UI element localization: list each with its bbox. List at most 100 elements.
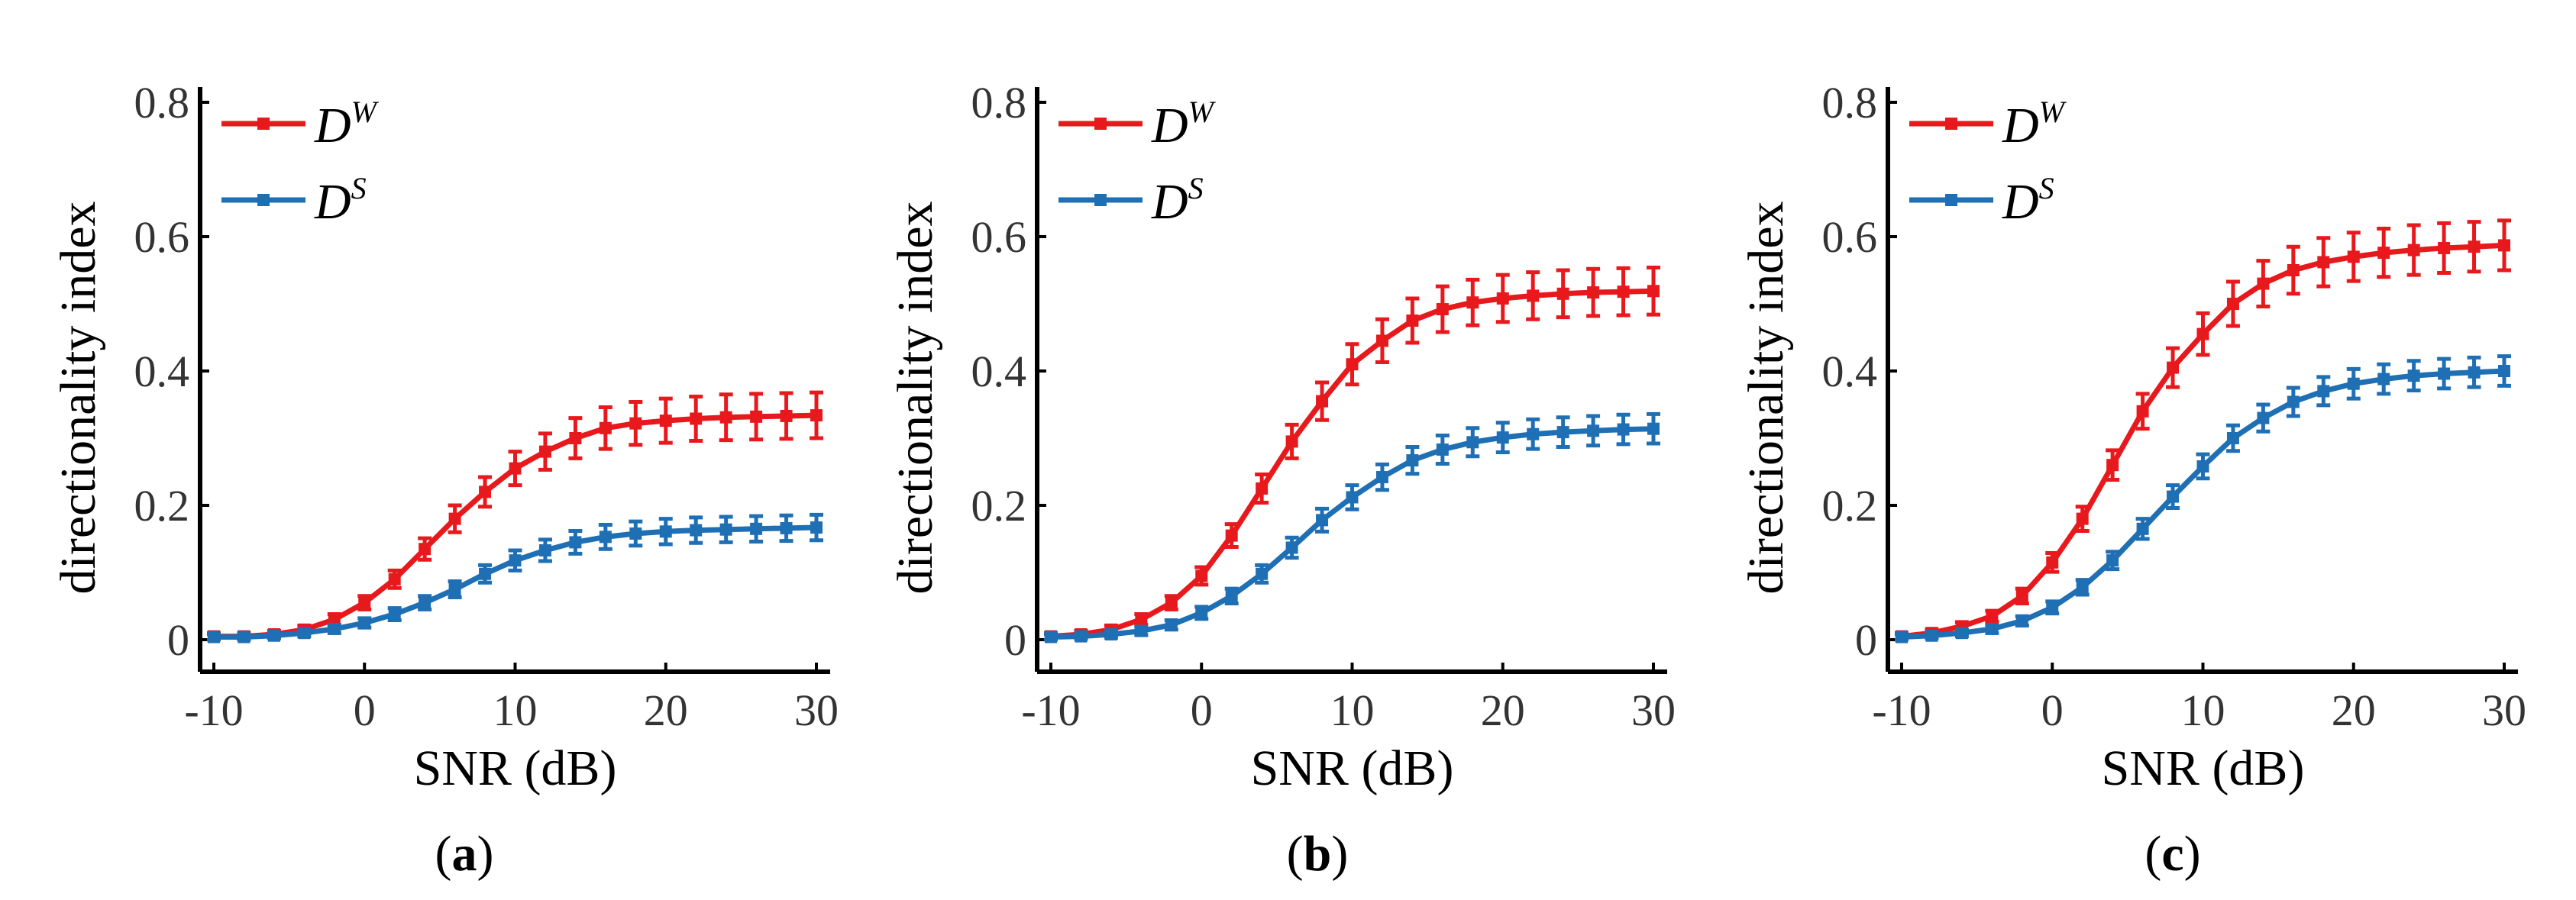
data-point bbox=[629, 527, 642, 540]
data-point bbox=[1587, 286, 1600, 299]
series-w bbox=[1895, 218, 2511, 643]
data-point bbox=[750, 522, 763, 535]
data-point bbox=[2468, 366, 2481, 379]
data-point bbox=[690, 412, 703, 425]
y-axis-title: directionality index bbox=[50, 201, 106, 594]
data-point bbox=[509, 462, 522, 475]
data-point bbox=[1955, 627, 1968, 640]
data-point bbox=[1617, 285, 1630, 298]
legend-label: DS bbox=[314, 171, 367, 230]
legend-swatch-marker bbox=[1945, 118, 1957, 130]
data-point bbox=[1165, 596, 1178, 609]
y-tick-label: 0.4 bbox=[134, 347, 190, 396]
data-point bbox=[2226, 432, 2239, 444]
x-tick-label: 20 bbox=[644, 685, 688, 735]
data-point bbox=[2287, 395, 2300, 408]
data-point bbox=[750, 410, 763, 423]
data-point bbox=[1346, 491, 1359, 504]
y-tick-label: 0.2 bbox=[134, 481, 190, 531]
x-tick-label: 10 bbox=[2181, 685, 2225, 735]
data-point bbox=[1225, 589, 1238, 602]
data-point bbox=[2196, 327, 2209, 340]
y-tick-label: 0.6 bbox=[971, 212, 1027, 262]
data-point bbox=[1195, 606, 1208, 619]
y-tick-label: 0.8 bbox=[971, 78, 1027, 127]
data-point bbox=[2347, 250, 2360, 263]
x-tick-label: 20 bbox=[2332, 685, 2376, 735]
y-tick-label: 0.2 bbox=[1822, 481, 1878, 531]
legend-swatch-marker bbox=[1094, 194, 1107, 206]
panel-label-c: (c) bbox=[2145, 826, 2200, 882]
legend-label: DS bbox=[1151, 171, 1204, 230]
data-point bbox=[238, 631, 250, 644]
data-point bbox=[2438, 367, 2451, 380]
x-tick-label: 30 bbox=[2482, 685, 2526, 735]
y-tick-label: 0.8 bbox=[134, 78, 190, 127]
data-point bbox=[810, 409, 823, 422]
data-point bbox=[1527, 289, 1540, 302]
x-tick-label: -10 bbox=[184, 685, 243, 735]
data-point bbox=[1135, 613, 1148, 626]
legend-label: DS bbox=[2002, 171, 2054, 230]
data-point bbox=[2377, 247, 2390, 260]
data-point bbox=[2287, 264, 2300, 276]
data-point bbox=[2226, 298, 2239, 310]
data-point bbox=[1986, 610, 1999, 623]
data-point bbox=[1466, 436, 1479, 449]
data-point bbox=[1436, 443, 1449, 456]
legend-swatch-marker bbox=[257, 118, 270, 130]
data-point bbox=[448, 512, 461, 525]
data-point bbox=[2257, 277, 2270, 290]
series-line bbox=[1901, 368, 2505, 640]
data-point bbox=[690, 524, 703, 537]
data-point bbox=[659, 525, 672, 538]
series-line bbox=[1050, 426, 1654, 640]
data-point bbox=[358, 596, 371, 609]
legend-swatch-marker bbox=[1094, 118, 1107, 130]
data-point bbox=[2046, 601, 2059, 614]
x-tick-label: -10 bbox=[1021, 685, 1080, 735]
data-point bbox=[2317, 256, 2330, 269]
data-point bbox=[388, 573, 401, 585]
y-tick-label: 0.6 bbox=[1822, 212, 1878, 262]
data-point bbox=[2015, 589, 2028, 602]
y-tick-label: 0.2 bbox=[971, 481, 1027, 531]
data-point bbox=[1406, 454, 1419, 467]
data-point bbox=[629, 417, 642, 430]
y-axis-title: directionality index bbox=[1738, 201, 1794, 594]
x-tick-label: 30 bbox=[1631, 685, 1676, 735]
x-tick-label: 20 bbox=[1481, 685, 1525, 735]
series-s bbox=[207, 512, 823, 644]
data-point bbox=[2317, 385, 2330, 398]
data-point bbox=[509, 554, 522, 567]
data-point bbox=[1925, 629, 1938, 642]
data-point bbox=[1375, 334, 1388, 347]
data-point bbox=[1165, 618, 1178, 631]
data-point bbox=[719, 411, 732, 424]
y-tick-label: 0.8 bbox=[1822, 78, 1878, 127]
y-tick-label: 0.4 bbox=[971, 347, 1027, 396]
data-point bbox=[1346, 358, 1359, 371]
data-point bbox=[569, 536, 582, 549]
data-point bbox=[659, 415, 672, 427]
data-point bbox=[2136, 405, 2149, 418]
series-s bbox=[1895, 354, 2511, 644]
data-point bbox=[1285, 435, 1298, 448]
data-point bbox=[328, 613, 341, 626]
data-point bbox=[448, 583, 461, 595]
data-point bbox=[1375, 471, 1388, 484]
series-s bbox=[1044, 411, 1660, 644]
legend-swatch-marker bbox=[1945, 194, 1957, 206]
data-point bbox=[1527, 427, 1540, 440]
data-point bbox=[1045, 631, 1057, 644]
x-tick-label: 0 bbox=[1191, 685, 1213, 735]
data-point bbox=[1256, 567, 1269, 580]
data-point bbox=[2046, 556, 2059, 569]
legend-label: DW bbox=[314, 95, 380, 153]
data-point bbox=[2468, 240, 2481, 253]
x-tick-label: 30 bbox=[794, 685, 839, 735]
legend-label: DW bbox=[2002, 95, 2067, 153]
data-point bbox=[2377, 373, 2390, 385]
data-point bbox=[538, 544, 551, 556]
